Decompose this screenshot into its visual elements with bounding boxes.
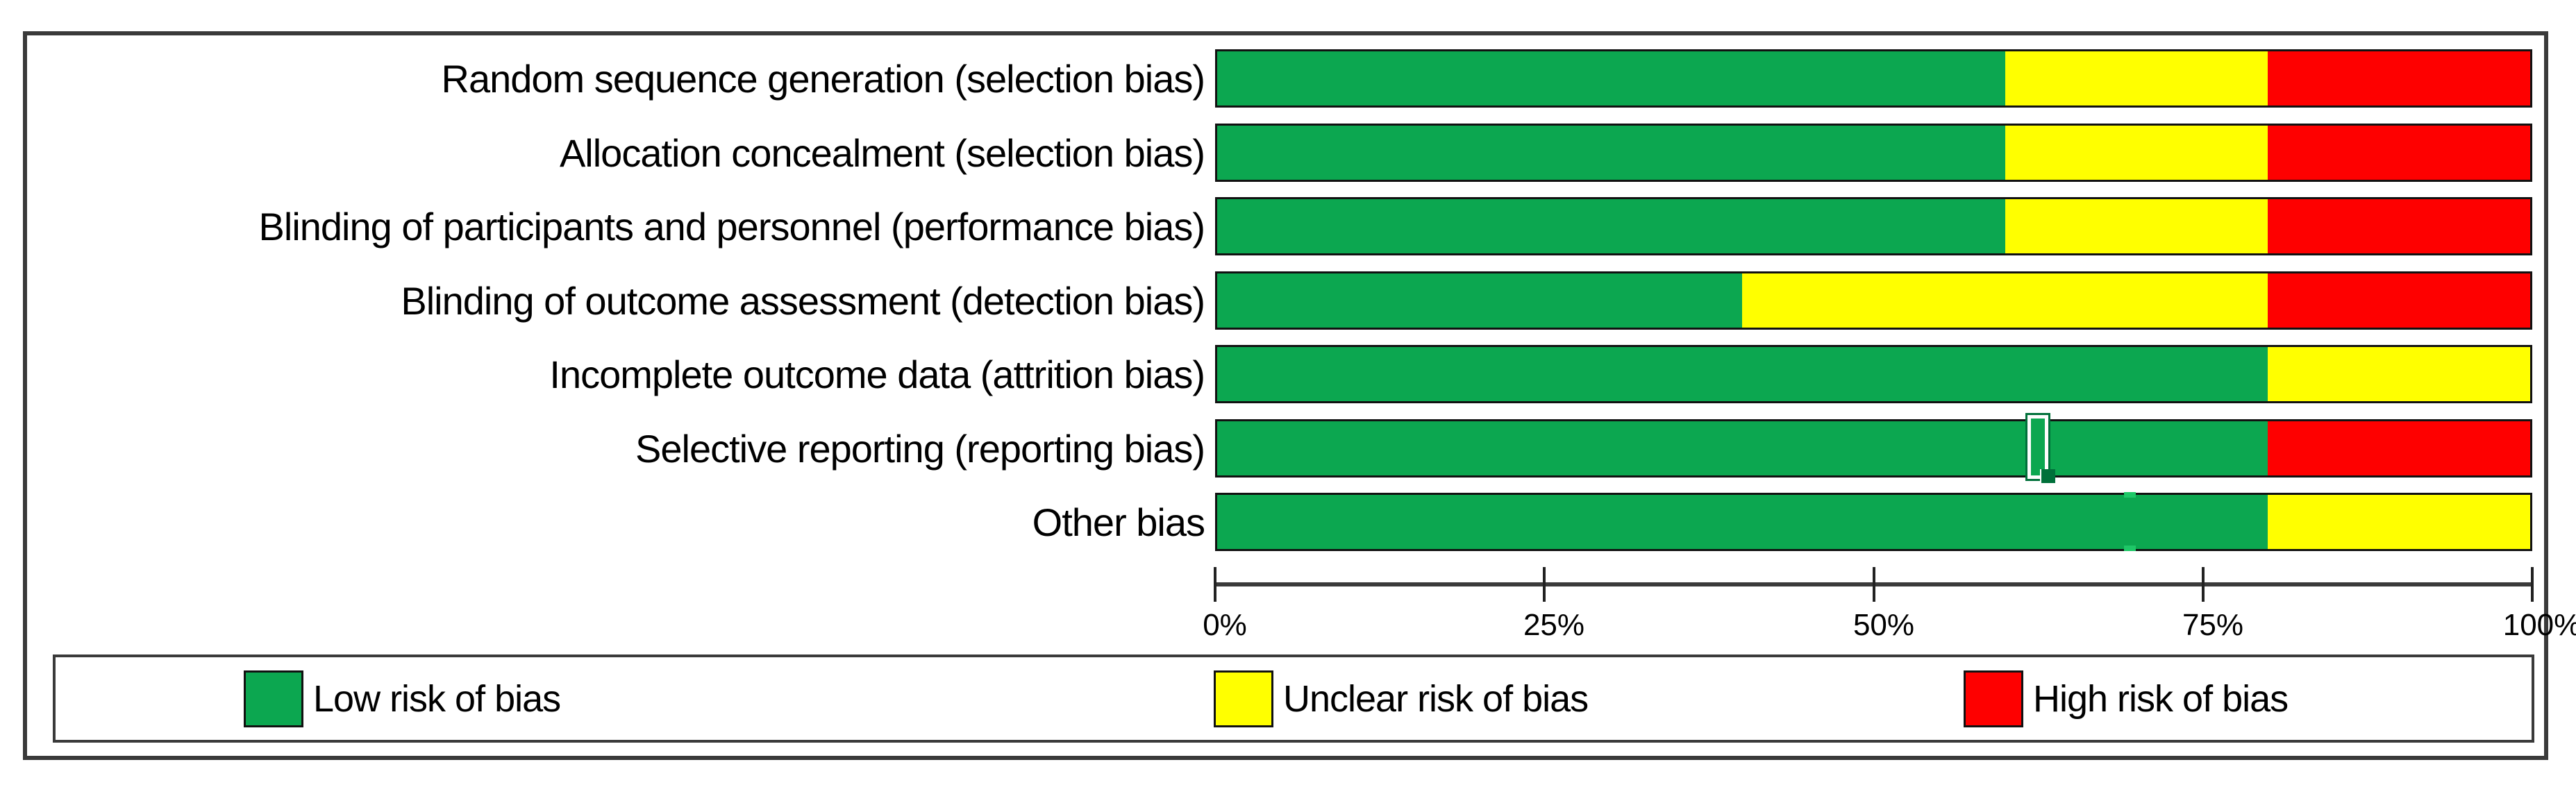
legend-item-low-risk: Low risk of bias	[244, 657, 561, 740]
ibeam-cursor-artifact	[2025, 413, 2050, 481]
bar-row: Other bias	[0, 493, 2576, 551]
segment-high-risk	[2267, 126, 2530, 180]
bar-row: Blinding of outcome assessment (detectio…	[0, 271, 2576, 330]
segment-low-risk	[1217, 51, 2005, 105]
ibeam-cursor-caret-artifact	[2040, 469, 2055, 483]
segment-unclear-risk	[1742, 273, 2268, 328]
axis-tick-label: 25%	[1523, 608, 1585, 642]
stacked-bar	[1215, 271, 2532, 330]
segment-high-risk	[2267, 421, 2530, 475]
border-notch-artifact-top	[2124, 492, 2136, 498]
segment-unclear-risk	[2005, 126, 2268, 180]
stacked-bar	[1215, 493, 2532, 551]
axis-tick-label: 50%	[1852, 608, 1915, 642]
row-label: Blinding of outcome assessment (detectio…	[401, 278, 1205, 323]
segment-low-risk	[1217, 126, 2005, 180]
bar-row: Allocation concealment (selection bias)	[0, 124, 2576, 182]
legend-swatch-low-risk	[244, 670, 303, 727]
bar-row: Random sequence generation (selection bi…	[0, 49, 2576, 108]
segment-low-risk	[1217, 421, 2268, 475]
segment-unclear-risk	[2267, 347, 2530, 401]
legend-swatch-high-risk	[1964, 670, 2023, 727]
legend-item-unclear-risk: Unclear risk of bias	[1214, 657, 1589, 740]
row-label: Selective reporting (reporting bias)	[635, 426, 1205, 471]
legend-box: Low risk of bias Unclear risk of bias High…	[53, 654, 2534, 743]
segment-low-risk	[1217, 495, 2268, 549]
row-label: Allocation concealment (selection bias)	[559, 130, 1205, 175]
axis-tick-label: 100%	[2502, 608, 2576, 642]
legend-label: Low risk of bias	[313, 677, 561, 720]
segment-unclear-risk	[2267, 495, 2530, 549]
stacked-bar	[1215, 49, 2532, 108]
segment-high-risk	[2267, 51, 2530, 105]
row-label: Incomplete outcome data (attrition bias)	[549, 352, 1205, 396]
stacked-bar	[1215, 345, 2532, 403]
stacked-bar	[1215, 124, 2532, 182]
segment-low-risk	[1217, 199, 2005, 253]
bar-row: Blinding of participants and personnel (…	[0, 197, 2576, 255]
axis-tick	[1543, 567, 1546, 602]
row-label: Random sequence generation (selection bi…	[441, 56, 1205, 101]
row-label: Other bias	[1032, 500, 1205, 544]
row-label: Blinding of participants and personnel (…	[258, 204, 1205, 248]
segment-unclear-risk	[2005, 51, 2268, 105]
axis-tick-label: 75%	[2182, 608, 2244, 642]
legend-swatch-unclear-risk	[1214, 670, 1273, 727]
legend-item-high-risk: High risk of bias	[1964, 657, 2289, 740]
axis-tick-label: 0%	[1203, 608, 1247, 642]
segment-low-risk	[1217, 273, 1743, 328]
bar-row: Incomplete outcome data (attrition bias)	[0, 345, 2576, 403]
axis-tick	[1873, 567, 1875, 602]
legend-label: Unclear risk of bias	[1283, 677, 1589, 720]
stacked-bar	[1215, 419, 2532, 478]
axis-tick	[2531, 567, 2534, 602]
segment-high-risk	[2267, 199, 2530, 253]
axis-tick	[1214, 567, 1216, 602]
border-notch-artifact-bottom	[2124, 546, 2136, 551]
segment-high-risk	[2267, 273, 2530, 328]
segment-unclear-risk	[2005, 199, 2268, 253]
stacked-bar	[1215, 197, 2532, 255]
axis-tick	[2202, 567, 2205, 602]
segment-low-risk	[1217, 347, 2268, 401]
bar-row: Selective reporting (reporting bias)	[0, 419, 2576, 478]
legend-label: High risk of bias	[2033, 677, 2289, 720]
